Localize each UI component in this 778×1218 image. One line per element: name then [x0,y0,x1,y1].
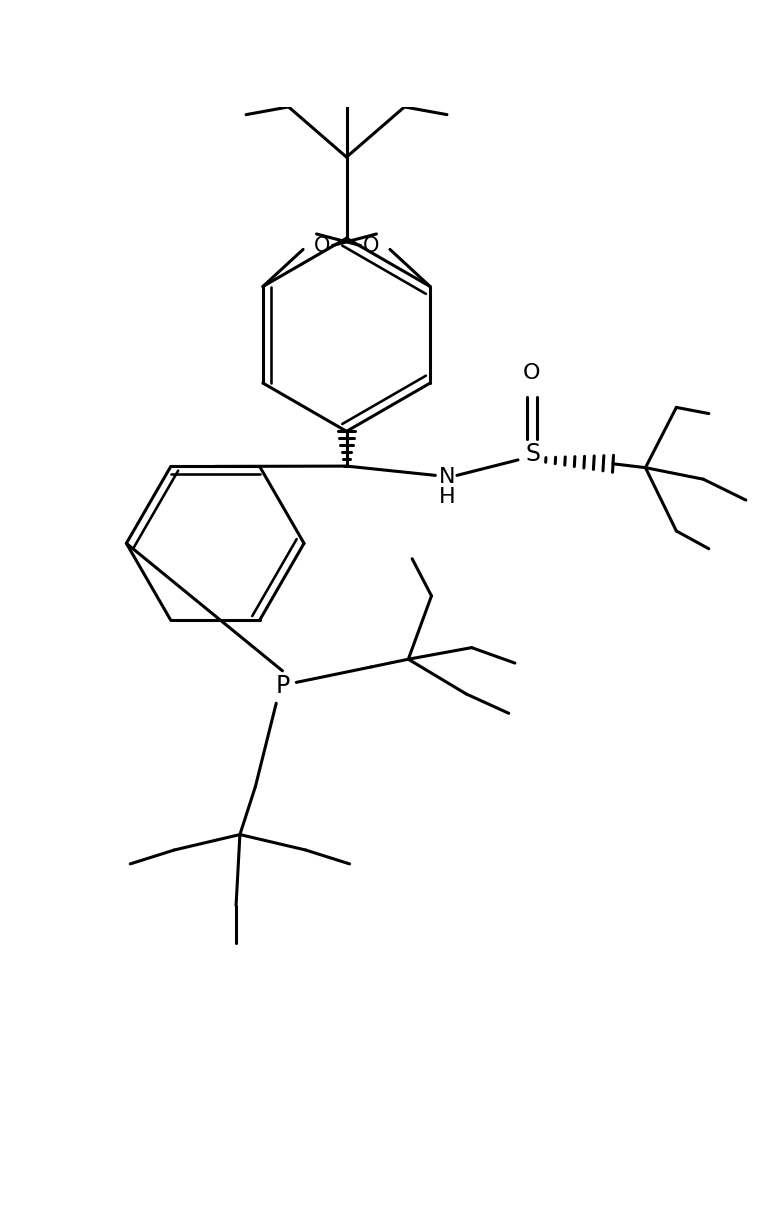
Text: O: O [523,363,541,384]
Text: O: O [314,235,330,256]
Text: O: O [363,235,379,256]
Text: S: S [526,442,541,465]
Text: P: P [275,675,289,698]
Text: N: N [440,466,456,487]
Text: H: H [440,487,456,507]
